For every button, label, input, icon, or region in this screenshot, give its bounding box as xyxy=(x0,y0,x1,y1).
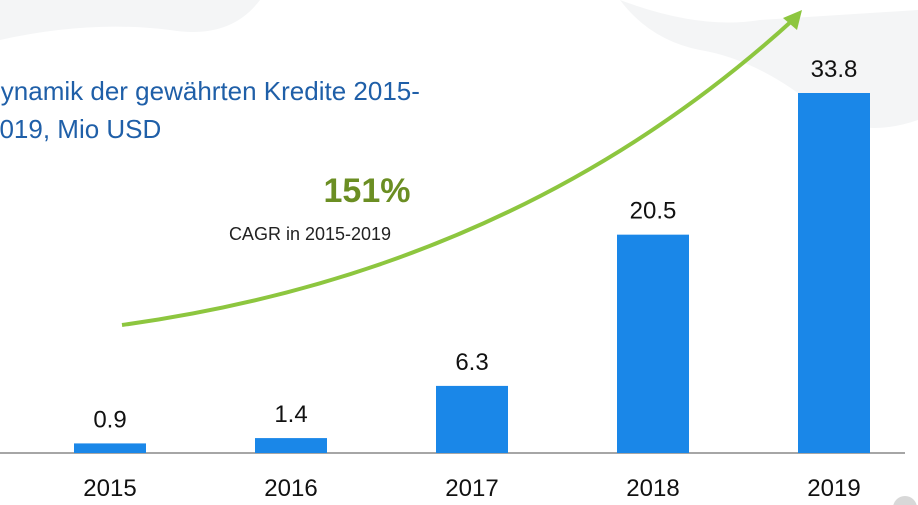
value-label: 20.5 xyxy=(630,198,677,225)
growth-arrow xyxy=(121,16,797,327)
x-tick-label: 2015 xyxy=(83,475,136,502)
decoration xyxy=(893,496,917,505)
value-label: 33.8 xyxy=(811,56,858,83)
cagr-value: 151% xyxy=(324,172,411,210)
value-label: 0.9 xyxy=(93,406,126,433)
x-tick-label: 2018 xyxy=(626,475,679,502)
x-tick-label: 2017 xyxy=(445,475,498,502)
bar xyxy=(255,438,327,453)
value-label: 1.4 xyxy=(274,401,307,428)
bar xyxy=(798,93,870,453)
background-map xyxy=(0,0,260,40)
bar xyxy=(617,234,689,453)
chart-title: 2019, Mio USD xyxy=(0,114,161,144)
arrow-head xyxy=(783,10,802,30)
background-map xyxy=(620,0,918,128)
bar xyxy=(436,385,508,453)
value-label: 6.3 xyxy=(455,349,488,376)
bar xyxy=(74,443,146,453)
chart-title: Dynamik der gewährten Kredite 2015- xyxy=(0,76,420,106)
x-tick-label: 2019 xyxy=(807,475,860,502)
cagr-caption: CAGR in 2015-2019 xyxy=(229,224,391,244)
x-tick-label: 2016 xyxy=(264,475,317,502)
